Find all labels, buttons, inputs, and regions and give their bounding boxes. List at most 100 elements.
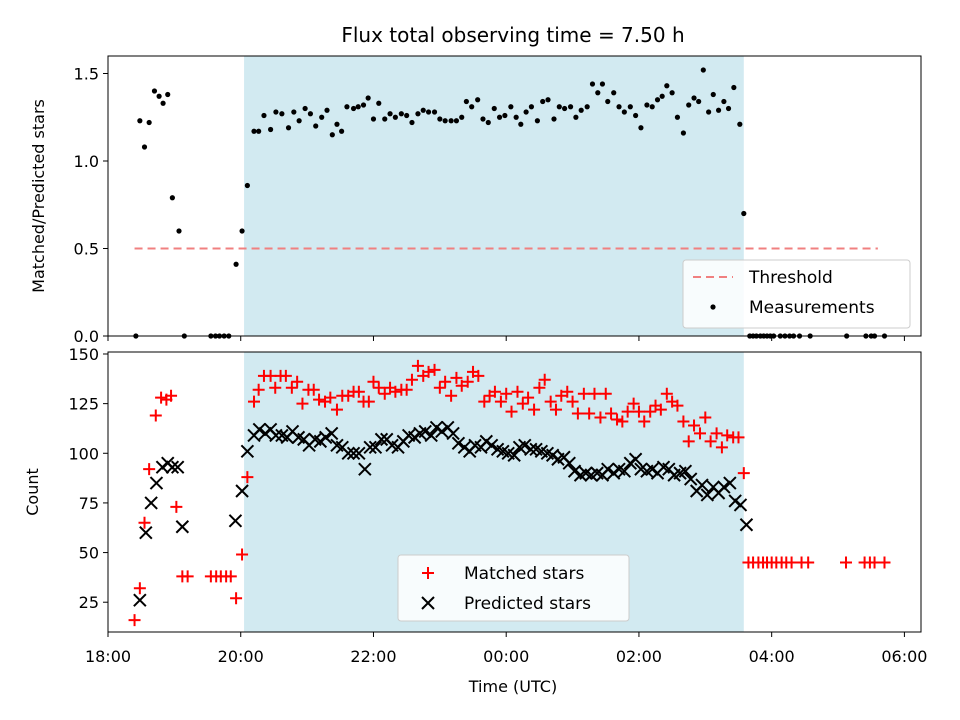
- matched-star-point: [405, 373, 418, 386]
- matched-star-point: [566, 395, 579, 408]
- count-panel: 25 50 75 100 125 150 18:00 20:00 22:00 00:00 02:0…: [23, 345, 927, 696]
- measurement-point: [365, 95, 371, 101]
- matched-star-point: [138, 516, 151, 529]
- measurement-point: [291, 109, 297, 115]
- matched-star-point: [224, 570, 237, 583]
- measurement-point: [431, 109, 438, 115]
- measurement-point: [475, 97, 481, 103]
- measurement-point: [376, 100, 382, 106]
- predicted-star-point: [507, 448, 521, 462]
- measurement-point: [605, 98, 611, 105]
- predicted-star-point: [739, 518, 754, 532]
- measurement-point: [350, 105, 357, 112]
- matched-star-point: [143, 463, 156, 476]
- matched-star-point: [710, 427, 723, 440]
- measurement-point: [621, 109, 627, 115]
- matched-star-point: [324, 391, 337, 404]
- matched-star-point: [488, 385, 501, 398]
- measurement-point: [654, 97, 661, 103]
- count-y-ticks: 25 50 75 100 125 150: [68, 345, 108, 612]
- legend-matched-swatch: [422, 567, 434, 579]
- predicted-star-point: [235, 484, 249, 498]
- matched-star-point: [802, 556, 815, 569]
- matched-star-point: [561, 385, 574, 398]
- matched-star-point: [472, 369, 485, 382]
- predicted-star-point: [374, 432, 389, 447]
- measurement-point: [627, 104, 633, 110]
- measurement-point: [319, 114, 325, 120]
- matched-star-point: [478, 395, 491, 408]
- predicted-star-point: [717, 480, 731, 494]
- predicted-star-point: [240, 444, 255, 458]
- measurement-point: [545, 97, 551, 103]
- matched-star-point: [230, 592, 243, 605]
- x-tick-label: 02:00: [616, 647, 662, 666]
- matched-star-point: [291, 375, 304, 388]
- matched-star-point: [450, 371, 463, 384]
- predicted-star-point: [567, 464, 582, 478]
- y-tick-label: 125: [68, 395, 99, 414]
- predicted-stars-points: [133, 420, 754, 607]
- matched-star-point: [269, 381, 282, 394]
- matched-star-point: [588, 387, 601, 400]
- count-panel-frame: [107, 351, 922, 633]
- predicted-star-point: [601, 462, 615, 476]
- matched-star-point: [644, 405, 657, 418]
- measurement-point: [496, 114, 503, 120]
- matched-star-point: [252, 383, 265, 396]
- matched-star-point: [732, 431, 745, 444]
- matched-star-point: [248, 395, 261, 408]
- x-tick-label: 20:00: [218, 647, 264, 666]
- ratio-panel-shaded-span: [244, 56, 744, 336]
- measurement-point: [313, 123, 319, 129]
- ratio-x-ticks: [107, 336, 905, 341]
- predicted-star-point: [144, 496, 158, 510]
- ratio-panel: 0.0 0.5 1.0 1.5 Matched/Predicted stars Thr…: [29, 55, 922, 346]
- matched-star-point: [494, 395, 507, 408]
- predicted-star-point: [628, 452, 643, 466]
- measurement-point: [387, 111, 393, 117]
- predicted-star-point: [352, 446, 366, 460]
- measurement-point: [442, 118, 448, 124]
- measurement-point: [741, 210, 747, 217]
- matched-star-point: [170, 500, 183, 513]
- measurement-point: [302, 105, 308, 112]
- matched-star-point: [571, 407, 584, 420]
- measurement-point: [589, 81, 596, 87]
- measurement-point: [251, 128, 257, 134]
- legend-predicted-label: Predicted stars: [464, 594, 591, 614]
- predicted-star-point: [683, 472, 698, 486]
- measurement-point: [664, 83, 670, 89]
- matched-star-point: [279, 369, 292, 382]
- matched-star-point: [155, 391, 168, 404]
- measurement-point: [562, 105, 568, 112]
- matched-star-point: [549, 403, 562, 416]
- matched-star-point: [511, 385, 524, 398]
- measurement-point: [469, 104, 475, 110]
- matched-star-point: [378, 387, 391, 400]
- ratio-legend-box: [682, 259, 911, 329]
- measurement-point: [611, 90, 617, 96]
- measurement-point: [686, 102, 692, 108]
- matched-star-point: [285, 381, 298, 394]
- predicted-star-point: [562, 456, 576, 470]
- measurement-point: [160, 100, 166, 106]
- x-axis-label: Time (UTC): [468, 677, 557, 696]
- measurement-point: [502, 112, 508, 119]
- measurement-point: [285, 125, 292, 131]
- measurement-point: [710, 91, 716, 98]
- matched-star-point: [594, 411, 607, 424]
- matched-star-point: [878, 556, 891, 569]
- measurement-point: [731, 84, 737, 91]
- predicted-star-point: [228, 514, 243, 528]
- measurement-point: [540, 98, 546, 105]
- measurement-point: [737, 121, 743, 127]
- measurement-point: [513, 114, 519, 120]
- measurement-point: [334, 121, 340, 127]
- x-tick-label: 06:00: [881, 647, 927, 666]
- measurement-point: [453, 118, 460, 124]
- measurement-point: [329, 132, 335, 138]
- ratio-panel-frame: [107, 55, 922, 337]
- measurement-point: [420, 107, 426, 113]
- matched-star-point: [638, 415, 651, 428]
